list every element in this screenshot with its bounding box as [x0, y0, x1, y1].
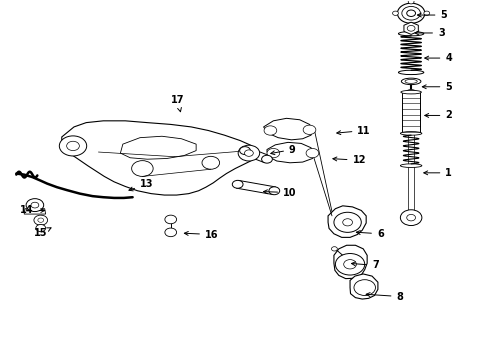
- Circle shape: [165, 215, 176, 224]
- Circle shape: [354, 280, 375, 296]
- Circle shape: [34, 215, 48, 225]
- Text: 5: 5: [422, 82, 452, 92]
- Ellipse shape: [400, 132, 422, 135]
- Ellipse shape: [398, 70, 424, 75]
- Circle shape: [343, 219, 352, 226]
- Polygon shape: [24, 209, 46, 214]
- Circle shape: [238, 145, 260, 161]
- Circle shape: [267, 148, 280, 158]
- Circle shape: [202, 156, 220, 169]
- Ellipse shape: [401, 78, 421, 85]
- Text: 16: 16: [184, 230, 219, 239]
- Circle shape: [397, 3, 425, 23]
- Ellipse shape: [398, 32, 424, 36]
- Circle shape: [67, 141, 79, 150]
- Polygon shape: [334, 245, 367, 279]
- Circle shape: [407, 26, 415, 31]
- Circle shape: [400, 210, 422, 226]
- Text: 13: 13: [129, 179, 153, 191]
- Text: 12: 12: [333, 155, 366, 165]
- Text: 14: 14: [20, 206, 45, 216]
- Polygon shape: [328, 206, 366, 237]
- Polygon shape: [243, 147, 270, 163]
- Circle shape: [26, 199, 44, 212]
- Text: 11: 11: [337, 126, 371, 135]
- Circle shape: [407, 215, 416, 221]
- Circle shape: [132, 161, 153, 176]
- Circle shape: [269, 187, 280, 195]
- Circle shape: [424, 11, 430, 15]
- Circle shape: [59, 136, 87, 156]
- Polygon shape: [121, 136, 196, 159]
- Ellipse shape: [401, 90, 421, 94]
- Circle shape: [36, 225, 46, 231]
- Circle shape: [165, 228, 176, 237]
- Circle shape: [306, 148, 319, 158]
- Circle shape: [343, 260, 356, 269]
- Circle shape: [334, 212, 361, 232]
- Circle shape: [240, 147, 250, 154]
- Circle shape: [392, 11, 398, 15]
- Text: 1: 1: [424, 168, 452, 178]
- Polygon shape: [267, 142, 315, 163]
- Ellipse shape: [405, 80, 417, 84]
- Circle shape: [264, 126, 277, 135]
- Text: 2: 2: [425, 111, 452, 121]
- Circle shape: [408, 0, 414, 4]
- Circle shape: [38, 218, 44, 222]
- Circle shape: [245, 150, 253, 156]
- Text: 15: 15: [34, 228, 51, 238]
- Circle shape: [232, 180, 243, 188]
- Text: 5: 5: [417, 10, 447, 20]
- Circle shape: [331, 247, 337, 251]
- Circle shape: [303, 125, 316, 134]
- Text: 6: 6: [356, 229, 384, 239]
- Text: 4: 4: [425, 53, 452, 63]
- Text: 10: 10: [264, 188, 296, 198]
- Circle shape: [262, 155, 272, 163]
- Ellipse shape: [407, 90, 416, 93]
- Circle shape: [407, 10, 416, 17]
- Circle shape: [408, 23, 414, 27]
- Polygon shape: [264, 118, 314, 140]
- Polygon shape: [404, 22, 418, 35]
- Bar: [402, 92, 420, 132]
- Text: 3: 3: [415, 28, 445, 38]
- Text: 17: 17: [171, 95, 184, 112]
- Circle shape: [402, 6, 420, 20]
- Polygon shape: [350, 274, 378, 299]
- Bar: [408, 132, 414, 216]
- Polygon shape: [236, 180, 275, 195]
- Circle shape: [335, 253, 365, 275]
- Ellipse shape: [400, 164, 422, 167]
- Polygon shape: [62, 121, 257, 195]
- Text: 9: 9: [271, 144, 296, 155]
- Circle shape: [31, 202, 39, 208]
- Text: 8: 8: [366, 292, 403, 302]
- Text: 7: 7: [351, 260, 379, 270]
